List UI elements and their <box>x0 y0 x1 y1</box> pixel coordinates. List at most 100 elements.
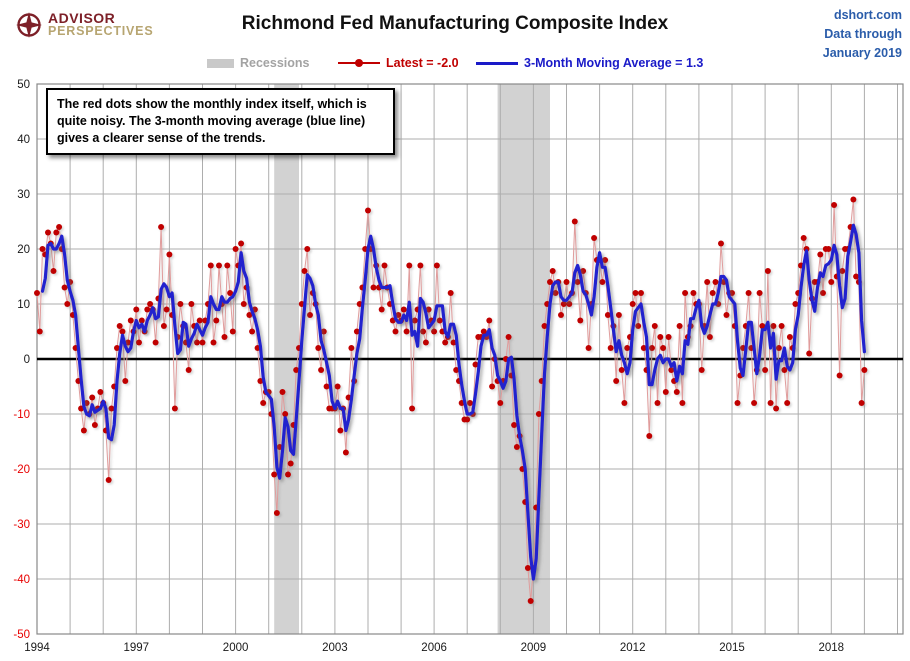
monthly-dot <box>585 345 592 351</box>
monthly-dot <box>119 328 126 335</box>
monthly-dot <box>105 477 112 483</box>
monthly-dot <box>122 378 129 384</box>
monthly-dot <box>566 301 573 307</box>
monthly-dot <box>163 306 170 313</box>
monthly-dot <box>513 444 520 450</box>
monthly-dot <box>704 279 711 285</box>
y-axis-tick-label: -30 <box>13 519 30 531</box>
monthly-dot <box>577 317 584 324</box>
monthly-dot <box>602 257 609 263</box>
monthly-dot <box>273 510 280 516</box>
monthly-dot <box>817 251 824 258</box>
monthly-dot <box>409 405 416 412</box>
legend-moving-average: 3-Month Moving Average = 1.3 <box>476 54 703 72</box>
monthly-dot <box>629 301 636 307</box>
monthly-dot <box>207 262 214 269</box>
monthly-dot <box>125 339 131 346</box>
monthly-dot <box>257 378 264 384</box>
monthly-dot <box>734 400 741 406</box>
monthly-dot <box>511 422 518 428</box>
monthly-dot <box>745 290 752 296</box>
monthly-dot <box>489 383 496 390</box>
monthly-dot <box>133 306 140 313</box>
monthly-dot <box>665 334 672 340</box>
monthly-dot <box>825 246 832 252</box>
monthly-dot <box>56 224 63 230</box>
monthly-dot <box>158 224 165 230</box>
monthly-dot <box>138 317 145 324</box>
monthly-dot <box>729 290 735 296</box>
advisor-perspectives-logo: ADVISOR PERSPECTIVES <box>14 10 153 40</box>
monthly-dot <box>249 328 256 335</box>
monthly-dot <box>632 290 639 296</box>
source-data-month: January 2019 <box>822 46 902 60</box>
monthly-dot <box>400 306 407 313</box>
monthly-dot <box>246 312 253 318</box>
recession-swatch <box>207 58 234 68</box>
monthly-dot <box>764 268 771 274</box>
moving-average-line <box>40 223 867 581</box>
legend-latest-label: Latest = -2.0 <box>386 56 459 70</box>
monthly-dot <box>767 400 774 406</box>
monthly-dot <box>673 389 680 395</box>
monthly-dot <box>800 235 807 241</box>
monthly-dot <box>836 372 843 379</box>
monthly-dot <box>624 345 631 351</box>
monthly-dot <box>431 328 438 335</box>
logo-advisor: ADVISOR <box>48 10 116 26</box>
monthly-dot <box>160 323 167 329</box>
monthly-dot <box>185 367 192 373</box>
monthly-dot <box>411 317 418 324</box>
monthly-dot <box>853 273 860 280</box>
monthly-dot <box>792 301 799 307</box>
x-axis-tick-label: 2003 <box>322 642 348 654</box>
monthly-dot <box>285 471 291 478</box>
monthly-dot <box>654 400 661 406</box>
monthly-dot <box>127 317 134 324</box>
source-site: dshort.com <box>833 8 902 22</box>
monthly-dot <box>839 268 846 274</box>
monthly-dot <box>464 416 471 423</box>
monthly-line <box>36 199 865 602</box>
monthly-dot <box>786 334 793 340</box>
monthly-dot <box>773 405 780 412</box>
monthly-dot <box>61 284 68 291</box>
red-dot-icon <box>355 59 363 67</box>
x-axis-tick-label: 2000 <box>223 642 249 654</box>
ma-series-swatch <box>476 61 518 65</box>
monthly-dot <box>640 345 647 351</box>
monthly-dot <box>406 262 413 269</box>
monthly-dot <box>271 471 278 478</box>
monthly-dot <box>213 317 220 324</box>
monthly-dot <box>850 196 857 203</box>
x-axis-tick-label: 2018 <box>819 642 845 654</box>
y-axis-tick-label: 10 <box>17 299 30 311</box>
monthly-dot <box>301 268 308 274</box>
monthly-dot <box>806 350 813 357</box>
monthly-dot <box>660 345 667 351</box>
monthly-dot <box>224 262 231 269</box>
monthly-dot <box>320 328 327 335</box>
monthly-dot <box>287 460 294 467</box>
monthly-dot <box>580 268 587 274</box>
x-axis-tick-label: 2012 <box>620 642 646 654</box>
y-axis-tick-label: 50 <box>17 79 30 91</box>
monthly-dot <box>114 345 120 351</box>
monthly-dot <box>563 279 570 285</box>
y-axis-tick-label: 20 <box>17 244 30 256</box>
monthly-dot <box>759 323 766 329</box>
monthly-dot <box>353 328 360 335</box>
x-axis-tick-label: 1994 <box>24 642 50 654</box>
monthly-dot <box>403 328 410 335</box>
monthly-dot <box>318 367 325 373</box>
y-axis-tick-label: -10 <box>13 409 30 421</box>
monthly-dot <box>293 367 300 373</box>
monthly-dot <box>558 312 564 318</box>
monthly-dot <box>45 229 51 236</box>
monthly-dot <box>635 323 642 329</box>
monthly-dot <box>282 411 289 417</box>
legend-recessions-label: Recessions <box>240 56 310 70</box>
monthly-dot <box>524 565 531 571</box>
monthly-dot <box>527 598 534 604</box>
monthly-dot <box>486 317 493 324</box>
